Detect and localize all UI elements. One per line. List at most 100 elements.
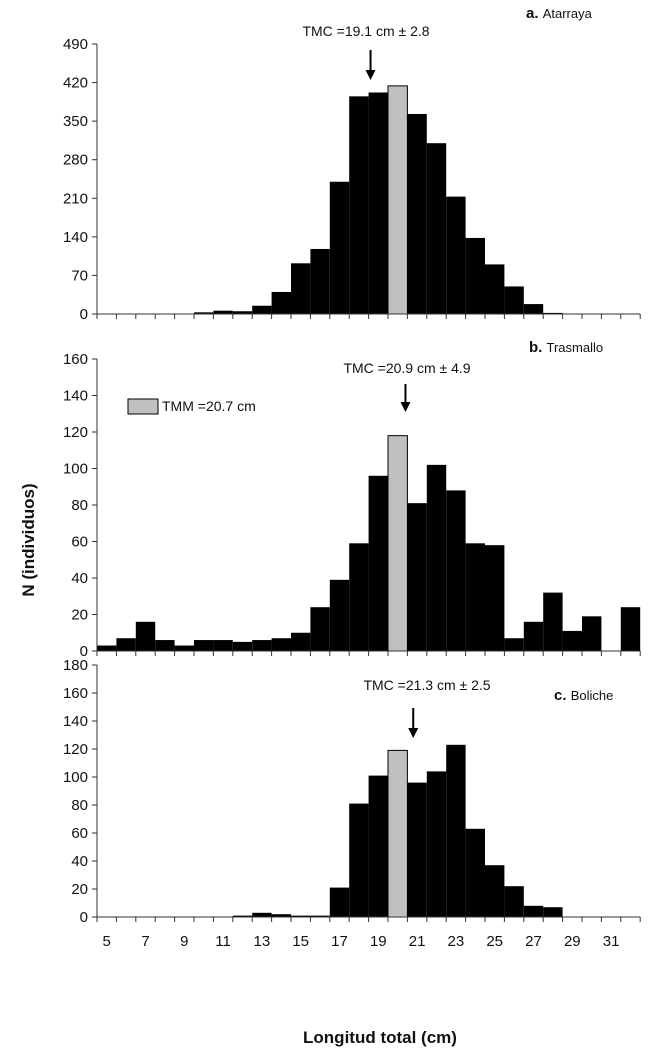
y-tick-label: 0 (80, 909, 88, 926)
tmc-arrow-head (408, 728, 419, 738)
bar (446, 744, 466, 917)
bar (194, 640, 214, 651)
y-tick-label: 80 (71, 797, 88, 814)
bar (543, 907, 563, 917)
y-tick-label: 140 (63, 713, 88, 730)
bar (426, 143, 447, 314)
bar (271, 914, 291, 917)
y-tick-label: 0 (80, 306, 88, 323)
bar (135, 621, 156, 651)
bar (582, 616, 602, 651)
bar (620, 607, 641, 651)
y-tick-label: 40 (71, 570, 88, 587)
bar (407, 782, 427, 917)
bar (213, 640, 233, 651)
bar (407, 503, 427, 651)
y-tick-label: 490 (63, 36, 88, 53)
bar (465, 543, 485, 651)
bar (310, 248, 330, 314)
bar (291, 915, 311, 917)
x-tick-label: 15 (292, 933, 309, 950)
bar (329, 181, 350, 314)
y-axis-title: N (individuos) (19, 483, 38, 596)
y-tick-label: 350 (63, 113, 88, 130)
bar (523, 905, 544, 917)
y-tick-label: 70 (71, 267, 88, 284)
panel-name: Boliche (571, 688, 614, 703)
bar (543, 592, 563, 651)
y-tick-label: 100 (63, 769, 88, 786)
bar (194, 312, 214, 314)
bar (291, 632, 311, 651)
bar (310, 915, 330, 917)
x-axis-title: Longitud total (cm) (303, 1028, 457, 1047)
legend-label: TMM =20.7 cm (162, 398, 256, 414)
panel-name: Trasmallo (547, 340, 604, 355)
bar (368, 775, 388, 917)
bar (271, 291, 291, 314)
bar (155, 640, 175, 651)
x-tick-label: 31 (603, 933, 620, 950)
panel-name: Atarraya (543, 6, 593, 21)
bar-highlight (387, 749, 408, 918)
bar (485, 865, 505, 917)
bar-highlight (387, 435, 408, 652)
bar (426, 464, 447, 651)
bar (232, 915, 253, 917)
bar (485, 545, 505, 651)
x-tick-label: 7 (141, 933, 149, 950)
bar (523, 304, 544, 314)
panel-atarraya: 0 70 140 210 280 350 420 490 a. Atarraya TMC =19.… (63, 5, 641, 323)
bar (368, 475, 388, 651)
bar (116, 638, 136, 651)
bar (562, 630, 582, 651)
bar (252, 912, 272, 917)
bar (252, 640, 272, 651)
bar (310, 607, 330, 651)
x-tick-label: 5 (103, 933, 111, 950)
bar (465, 828, 485, 917)
y-tick-label: 40 (71, 853, 88, 870)
panels: 0 70 140 210 280 350 420 490 a. Atarraya TMC =19.… (63, 5, 641, 926)
bar (504, 286, 524, 314)
y-tick-label: 180 (63, 657, 88, 674)
bar (523, 621, 544, 651)
bar (446, 196, 466, 314)
y-tick-label: 420 (63, 75, 88, 92)
bar (465, 237, 485, 314)
tmc-annotation: TMC =20.9 cm ± 4.9 (343, 360, 470, 376)
y-tick-label: 60 (71, 534, 88, 551)
panel-letter: b. (529, 339, 547, 356)
x-tick-label: 9 (180, 933, 188, 950)
legend: TMM =20.7 cm (127, 398, 256, 415)
y-tick-label: 210 (63, 190, 88, 207)
bar (504, 886, 524, 917)
y-tick-label: 280 (63, 152, 88, 169)
panel-trasmallo: 0 20 40 60 80 100 120 140 160 b. Trasmallo TMC =20… (63, 339, 641, 660)
tmc-arrow-head (400, 402, 411, 412)
bar (543, 312, 563, 314)
panel-boliche: 0 20 40 60 80 100 120 140 160 180 c. Boliche TMC =2… (63, 657, 641, 926)
x-tick-label: 13 (254, 933, 271, 950)
x-tick-label: 29 (564, 933, 581, 950)
bar (349, 803, 369, 917)
y-tick-label: 20 (71, 607, 88, 624)
bar (291, 263, 311, 314)
y-tick-label: 160 (63, 351, 88, 368)
bar (407, 113, 427, 315)
y-tick-label: 100 (63, 461, 88, 478)
bar (349, 96, 369, 314)
tmc-annotation: TMC =21.3 cm ± 2.5 (363, 677, 490, 693)
bar (213, 310, 233, 314)
bar (485, 264, 505, 314)
bar (329, 579, 350, 651)
y-tick-label: 140 (63, 229, 88, 246)
bar (271, 638, 291, 651)
x-tick-label: 27 (525, 933, 542, 950)
bar (349, 543, 369, 651)
x-tick-label: 25 (486, 933, 503, 950)
x-tick-label: 17 (331, 933, 348, 950)
tmc-annotation: TMC =19.1 cm ± 2.8 (302, 23, 429, 39)
y-tick-label: 120 (63, 741, 88, 758)
legend-swatch (127, 398, 159, 415)
